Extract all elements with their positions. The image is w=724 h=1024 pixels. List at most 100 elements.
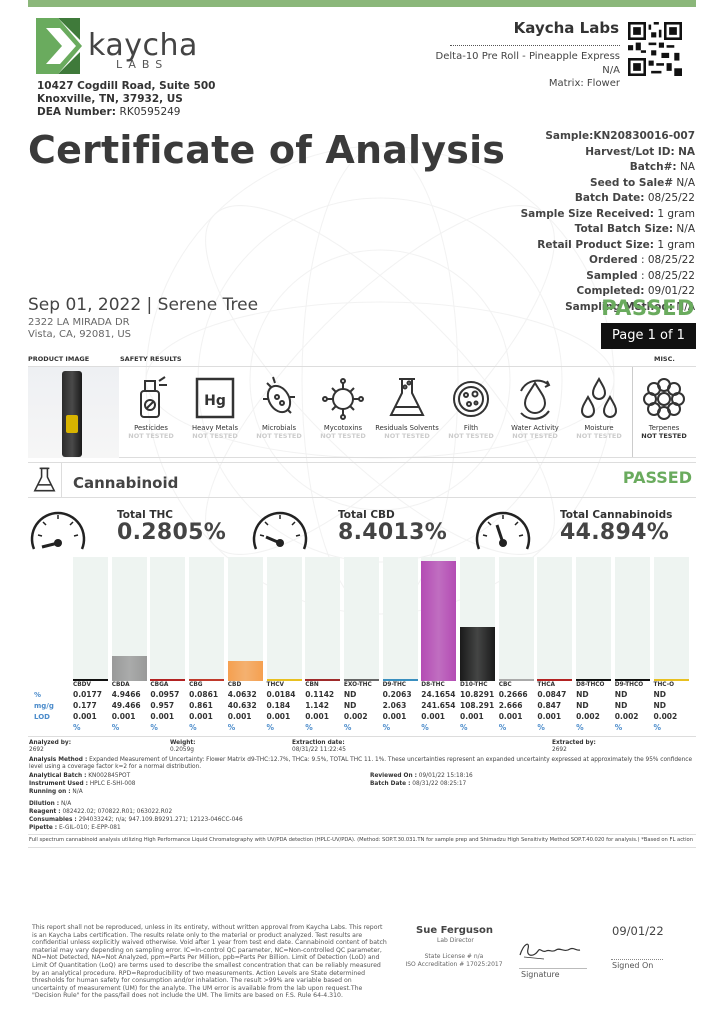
chart-column-bg (498, 557, 534, 681)
ordered-value: : 08/25/22 (640, 254, 695, 266)
cell-unit: % (460, 723, 468, 732)
dea-value: RK0595249 (119, 106, 181, 118)
cell-mg: 2.666 (498, 701, 523, 710)
cell-unit: % (150, 723, 158, 732)
analyzed-by: Analyzed by: 2692 (29, 740, 71, 754)
misc-name: Terpenes (648, 424, 680, 432)
signed-on-caption: Signed On (612, 961, 654, 970)
harvest-value: NA (678, 145, 695, 158)
column-header: EXO-THC (343, 682, 372, 688)
consumables-value: 294033242; n/a; 947.109.B9291.271; 12123… (78, 817, 243, 823)
cell-lod: 0.001 (227, 712, 252, 721)
safety-heavy-metals: Hg Heavy Metals NOT TESTED (183, 367, 247, 440)
reviewed-on-key: Reviewed On : (370, 773, 417, 779)
weight: Weight: 0.2059g (170, 740, 195, 754)
cell-unit: % (227, 723, 236, 732)
total-cannabinoids-label: Total Cannabinoids (560, 509, 673, 521)
column-header: THCA (537, 682, 555, 688)
retail-size-key: Retail Product Size: (537, 238, 654, 251)
hg-element-icon: Hg (195, 377, 235, 419)
chart-column-bg (653, 557, 689, 681)
client-address-line-2: Vista, CA, 92081, US (28, 329, 132, 340)
flask-icon (389, 378, 425, 416)
cell-lod: 0.001 (537, 712, 562, 721)
reagent-value: 082422.02; 070822.R01; 063022.R02 (62, 809, 173, 815)
dilution-value: N/A (60, 801, 72, 807)
sample-id: Sample:KN20830016-007 (545, 130, 695, 142)
running-on-key: Running on : (29, 789, 71, 795)
safety-results-row: Pesticides NOT TESTED Hg Heavy Metals NO… (28, 366, 696, 458)
page-indicator: Page 1 of 1 (601, 323, 696, 349)
chart-column-bg (576, 557, 612, 681)
safety-moisture: Moisture NOT TESTED (567, 367, 631, 440)
reagent: Reagent : 082422.02; 070822.R01; 063022.… (29, 809, 172, 816)
misc-label: MISC. (654, 355, 675, 363)
cell-pct: 0.2666 (498, 690, 528, 699)
state-license: State License # n/a (424, 953, 484, 960)
safety-pesticides: Pesticides NOT TESTED (119, 367, 183, 440)
retail-size-value: 1 gram (657, 238, 695, 251)
chart-bar-d8-thco (576, 679, 612, 681)
cell-lod: 0.001 (111, 712, 136, 721)
cell-lod: 0.001 (189, 712, 213, 721)
weight-value: 0.2059g (170, 747, 194, 753)
safety-status: NOT TESTED (576, 432, 622, 440)
extracted-by: Extracted by: 2692 (552, 740, 596, 754)
safety-status: NOT TESTED (384, 432, 430, 440)
chart-column-bg (189, 557, 225, 681)
cell-mg: ND (614, 701, 628, 710)
misc-status: NOT TESTED (641, 432, 687, 440)
chart-bar-cbda (111, 656, 147, 681)
cell-pct: 4.9466 (111, 690, 141, 699)
chart-column-bg (382, 557, 418, 681)
batch-date: Batch Date : 08/31/22 08:25:17 (370, 781, 466, 788)
chart-bar-d9-thco (614, 679, 650, 681)
cell-mg: 49.466 (111, 701, 141, 710)
analytical-batch: Analytical Batch : KN002845POT (29, 773, 130, 780)
cannabinoid-status: PASSED (622, 468, 692, 487)
batch-date-value: 08/31/22 08:25:17 (412, 781, 467, 787)
cell-unit: % (653, 723, 662, 732)
overall-status: PASSED (601, 296, 695, 320)
cell-lod: 0.001 (266, 712, 291, 721)
divider (28, 847, 696, 848)
extraction-date-key: Extraction date: (292, 740, 345, 746)
analytical-batch-key: Analytical Batch : (29, 773, 87, 779)
safety-name: Moisture (584, 424, 614, 432)
logo-text: kaycha (88, 28, 198, 63)
cell-lod: 0.002 (343, 712, 368, 721)
total-batch-key: Total Batch Size: (574, 223, 674, 235)
running-on-value: N/A (72, 789, 83, 795)
method-value: N/A (676, 300, 695, 313)
disclaimer: This report shall not be reproduced, unl… (32, 924, 387, 1000)
chart-bar-d10-thc (460, 627, 495, 681)
cannabinoid-header: Cannabinoid PASSED (28, 462, 696, 498)
cell-unit: % (576, 723, 584, 732)
cell-pct: 0.0184 (266, 690, 296, 699)
cell-unit: % (73, 723, 81, 732)
signature-line (519, 968, 587, 969)
cell-lod: 0.002 (653, 712, 678, 721)
cell-pct: 4.0632 (227, 690, 257, 699)
cell-unit: % (305, 723, 313, 732)
cell-mg: 241.654 (421, 701, 456, 710)
cell-lod: 0.001 (498, 712, 523, 721)
petri-dish-icon (453, 381, 489, 417)
cell-unit: % (421, 723, 429, 732)
seed-value: N/A (676, 176, 695, 189)
cell-mg: 40.632 (227, 701, 257, 710)
cell-lod: 0.001 (150, 712, 175, 721)
cell-lod: 0.001 (421, 712, 446, 721)
safety-results-label: SAFETY RESULTS (120, 355, 182, 363)
running-on: Running on : N/A (29, 789, 83, 796)
cell-lod: 0.002 (614, 712, 639, 721)
cell-pct: 0.1142 (305, 690, 335, 699)
signer-name: Sue Ferguson (416, 925, 493, 936)
analytical-batch-value: KN002845POT (88, 773, 131, 779)
safety-name: Microbials (261, 424, 297, 432)
completed-value: 09/01/22 (647, 285, 695, 297)
chart-column-bg (343, 557, 379, 681)
misc-terpenes: Terpenes NOT TESTED (632, 367, 696, 440)
cell-unit: % (111, 723, 120, 732)
bacteria-icon (263, 376, 295, 414)
